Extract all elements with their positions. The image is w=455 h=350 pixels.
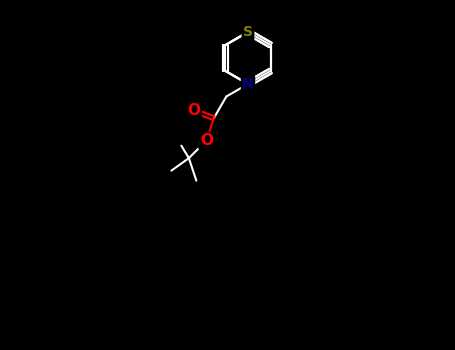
Text: O: O (200, 133, 213, 148)
Text: S: S (243, 25, 253, 39)
Text: N: N (242, 77, 254, 91)
Text: O: O (187, 103, 200, 118)
